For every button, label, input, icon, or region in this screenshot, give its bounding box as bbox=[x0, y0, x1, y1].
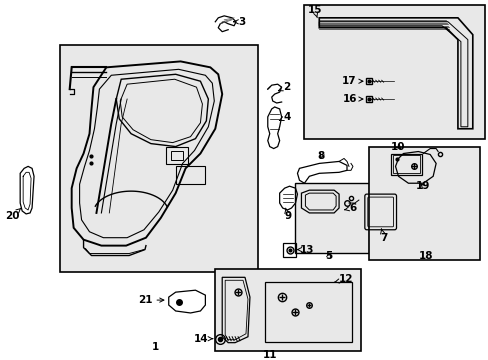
Text: 11: 11 bbox=[262, 350, 276, 360]
Text: 21: 21 bbox=[138, 295, 163, 305]
Text: 3: 3 bbox=[233, 17, 245, 27]
Text: 13: 13 bbox=[296, 244, 313, 255]
Text: 19: 19 bbox=[415, 181, 429, 191]
Text: 4: 4 bbox=[279, 112, 290, 122]
Bar bbox=[60, 45, 257, 273]
Text: 9: 9 bbox=[284, 208, 290, 221]
Text: 14: 14 bbox=[193, 334, 212, 344]
Text: 2: 2 bbox=[278, 82, 289, 92]
Text: 10: 10 bbox=[390, 141, 405, 152]
Text: 1: 1 bbox=[152, 342, 159, 352]
Text: 20: 20 bbox=[5, 208, 21, 221]
Bar bbox=[392, 156, 419, 173]
Bar bbox=[215, 269, 360, 351]
Bar bbox=[282, 243, 296, 257]
Bar bbox=[294, 183, 368, 253]
Bar bbox=[368, 147, 479, 261]
Text: 7: 7 bbox=[379, 229, 386, 243]
Text: 16: 16 bbox=[342, 94, 362, 104]
Text: 18: 18 bbox=[418, 251, 432, 261]
Bar bbox=[175, 166, 205, 184]
Text: 5: 5 bbox=[325, 251, 332, 261]
Text: 15: 15 bbox=[307, 5, 321, 18]
Text: 12: 12 bbox=[334, 274, 353, 284]
Bar bbox=[390, 153, 422, 175]
Text: 6: 6 bbox=[344, 203, 355, 213]
Bar bbox=[170, 150, 182, 161]
Text: 8: 8 bbox=[317, 152, 324, 162]
Bar bbox=[264, 282, 351, 342]
Bar bbox=[165, 147, 187, 165]
Text: 17: 17 bbox=[342, 76, 362, 86]
Bar bbox=[304, 5, 484, 139]
